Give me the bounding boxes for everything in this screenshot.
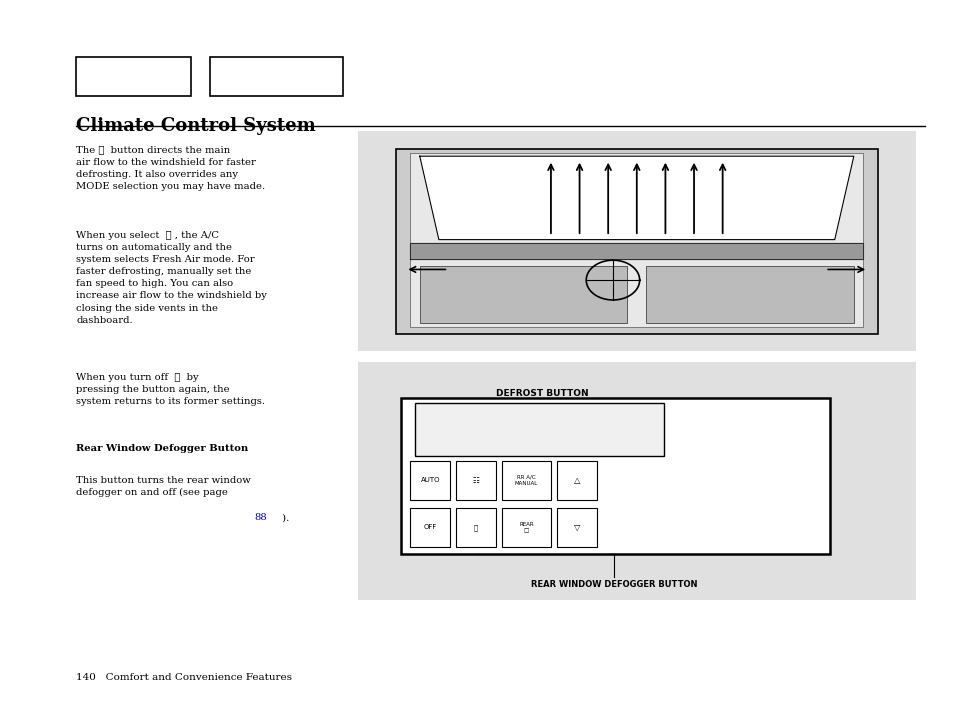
Bar bbox=[501, 508, 551, 547]
Bar bbox=[410, 508, 450, 547]
Text: DEFROST BUTTON: DEFROST BUTTON bbox=[496, 389, 588, 398]
Bar bbox=[357, 131, 915, 351]
Text: REAR
□: REAR □ bbox=[518, 522, 534, 532]
Bar bbox=[410, 153, 862, 327]
Text: Climate Control System: Climate Control System bbox=[76, 117, 315, 135]
Bar bbox=[76, 57, 191, 96]
Text: This button turns the rear window
defogger on and off (see page: This button turns the rear window defogg… bbox=[76, 476, 251, 497]
Text: RR A/C
MANUAL: RR A/C MANUAL bbox=[515, 475, 537, 486]
Text: ▽: ▽ bbox=[574, 523, 579, 532]
Bar bbox=[210, 57, 343, 96]
Text: 88: 88 bbox=[550, 415, 570, 432]
Bar bbox=[646, 266, 853, 323]
Bar bbox=[456, 461, 496, 500]
Text: Rear Window Defogger Button: Rear Window Defogger Button bbox=[76, 444, 249, 453]
Bar bbox=[501, 461, 551, 500]
Text: △: △ bbox=[574, 476, 579, 485]
Text: 140   Comfort and Convenience Features: 140 Comfort and Convenience Features bbox=[76, 672, 292, 682]
Polygon shape bbox=[410, 243, 862, 258]
Bar bbox=[557, 508, 597, 547]
Bar bbox=[400, 398, 829, 554]
Text: ).: ). bbox=[278, 513, 289, 523]
Bar bbox=[410, 461, 450, 500]
Text: When you select  ⒣ , the A/C
turns on automatically and the
system selects Fresh: When you select ⒣ , the A/C turns on aut… bbox=[76, 231, 267, 324]
Bar bbox=[415, 403, 663, 456]
Bar bbox=[419, 266, 626, 323]
Bar bbox=[557, 461, 597, 500]
Text: The ⒣  button directs the main
air flow to the windshield for faster
defrosting.: The ⒣ button directs the main air flow t… bbox=[76, 146, 265, 191]
Bar bbox=[395, 149, 877, 334]
Polygon shape bbox=[419, 156, 853, 239]
Text: AUTO: AUTO bbox=[420, 477, 439, 484]
Text: 88: 88 bbox=[254, 513, 267, 523]
Text: OFF: OFF bbox=[423, 525, 436, 530]
Text: FULL
AUTO: FULL AUTO bbox=[506, 417, 524, 427]
Text: REAR WINDOW DEFOGGER BUTTON: REAR WINDOW DEFOGGER BUTTON bbox=[531, 580, 697, 589]
Text: ⒣: ⒣ bbox=[474, 524, 477, 530]
Bar bbox=[456, 508, 496, 547]
Text: When you turn off  ⒣  by
pressing the button again, the
system returns to its fo: When you turn off ⒣ by pressing the butt… bbox=[76, 373, 265, 406]
Bar bbox=[357, 362, 915, 600]
Text: ☷: ☷ bbox=[472, 476, 479, 485]
